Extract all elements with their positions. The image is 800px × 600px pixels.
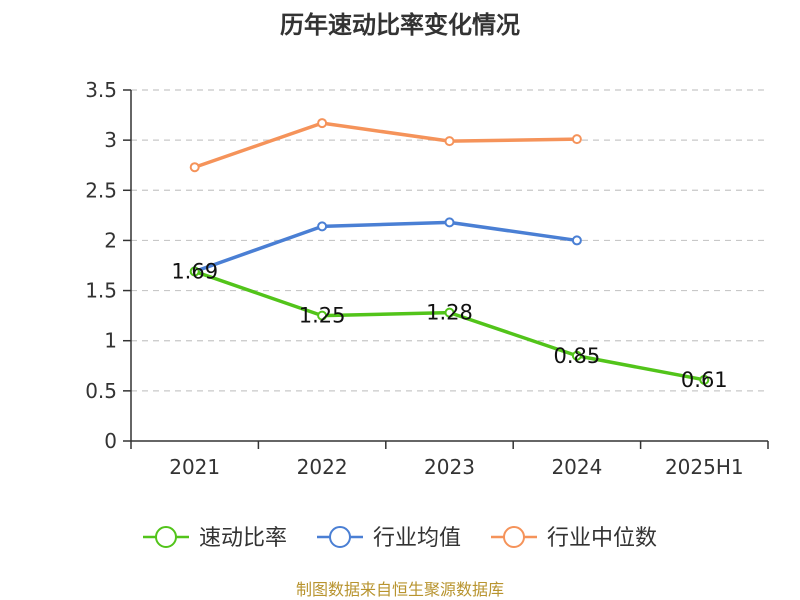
y-tick-label: 1: [104, 329, 117, 353]
series-point-1: [444, 217, 455, 228]
series-point-0: [699, 374, 710, 385]
legend-label: 行业中位数: [547, 526, 657, 551]
series-point-1: [571, 235, 582, 246]
legend: 速动比率 行业均值 行业中位数: [143, 526, 657, 551]
grid-lines: [131, 89, 768, 392]
series-point-2: [571, 134, 582, 145]
data-label: 1.69: [171, 260, 218, 284]
y-tick-label: 3.5: [85, 78, 117, 102]
series-point-2: [317, 118, 328, 129]
x-tick-label: 2025H1: [665, 455, 744, 479]
y-tick-label: 2.5: [85, 178, 117, 202]
series-point-0: [189, 266, 200, 277]
legend-label: 速动比率: [199, 526, 287, 551]
y-tick-label: 3: [104, 128, 117, 152]
axes: 0 0.5 1 1.5 2 2.5 3 3.5 2021 2022 2023 2024 2025H1: [85, 78, 769, 479]
data-label: 0.61: [681, 368, 728, 392]
x-tick-label: 2023: [424, 455, 475, 479]
series-point-0: [571, 350, 582, 361]
source-note: 制图数据来自恒生聚源数据库: [296, 580, 504, 599]
y-tick-label: 1.5: [85, 279, 117, 303]
chart-title: 历年速动比率变化情况: [280, 11, 520, 39]
series-group: [189, 118, 710, 385]
series-line-0: [194, 269, 705, 382]
legend-label: 行业均值: [373, 526, 461, 551]
data-label: 0.85: [554, 344, 601, 368]
series-point-0: [317, 310, 328, 321]
series-point-2: [444, 136, 455, 147]
series-point-2: [189, 162, 200, 173]
series-line-2: [194, 121, 577, 169]
series-point-1: [317, 221, 328, 232]
legend-item-2[interactable]: 行业中位数: [491, 526, 657, 551]
data-label: 1.28: [426, 301, 473, 325]
y-tick-label: 0.5: [85, 379, 117, 403]
legend-marker-icon: [503, 526, 525, 548]
legend-item-0[interactable]: 速动比率: [143, 526, 287, 551]
x-tick-label: 2022: [297, 455, 348, 479]
legend-item-1[interactable]: 行业均值: [317, 526, 461, 551]
data-labels: 1.69 1.25 1.28 0.85 0.61: [171, 260, 727, 392]
x-tick-label: 2024: [551, 455, 602, 479]
series-point-0: [444, 307, 455, 318]
y-tick-label: 2: [104, 228, 117, 252]
y-tick-label: 0: [104, 429, 117, 453]
data-label: 1.25: [299, 304, 346, 328]
legend-marker-icon: [155, 526, 177, 548]
legend-marker-icon: [329, 526, 351, 548]
x-tick-label: 2021: [169, 455, 220, 479]
series-line-1: [194, 220, 578, 274]
